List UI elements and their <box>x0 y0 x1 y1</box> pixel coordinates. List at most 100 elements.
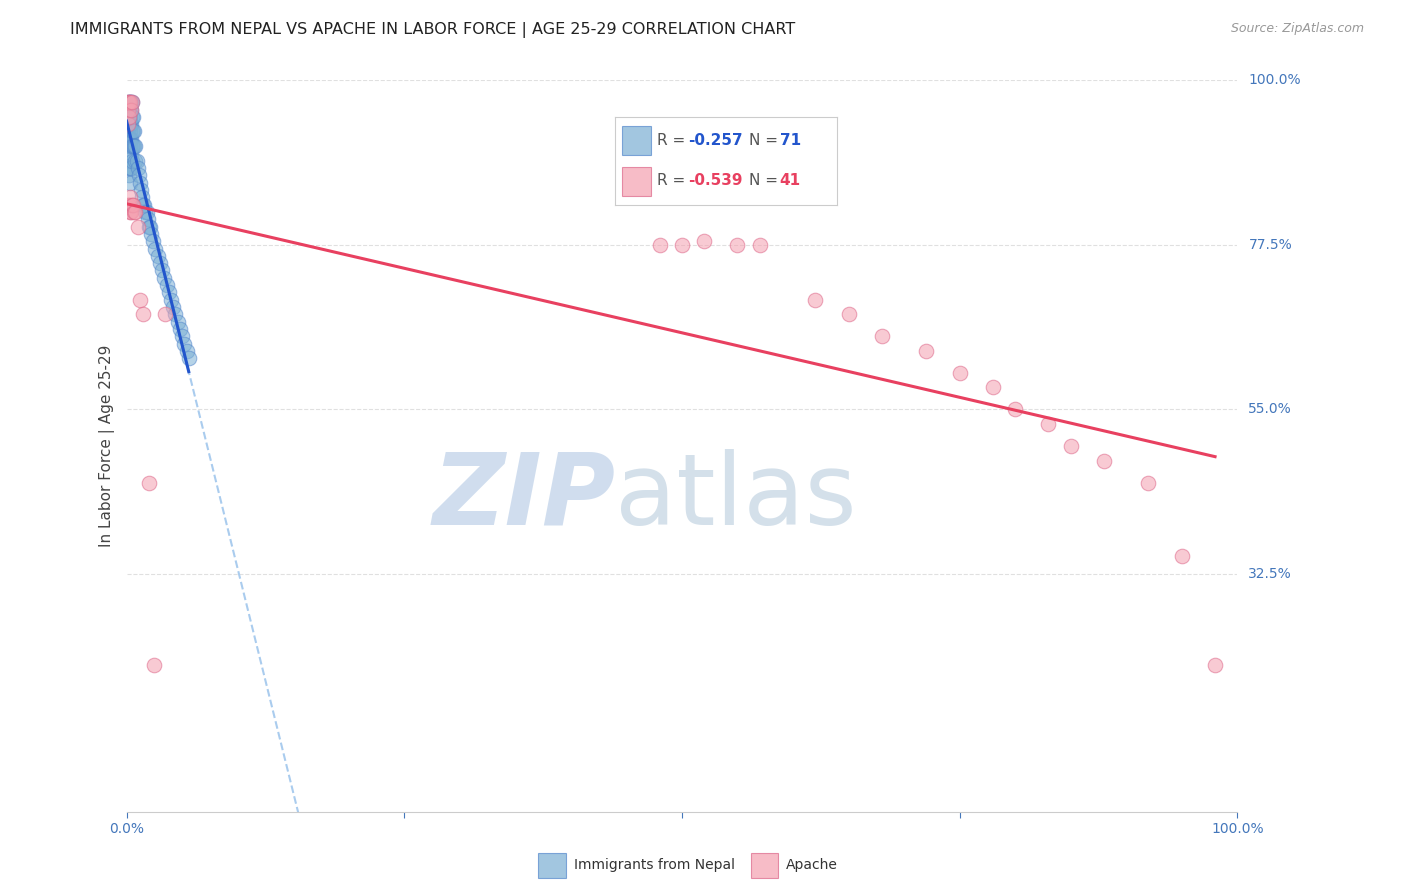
Text: ZIP: ZIP <box>432 449 616 546</box>
Point <box>132 307 155 321</box>
Point <box>122 110 145 124</box>
Point <box>127 219 149 234</box>
Point <box>128 169 150 183</box>
Text: R =: R = <box>658 133 690 148</box>
Point <box>150 263 173 277</box>
Point <box>124 205 146 219</box>
Point <box>117 139 139 153</box>
Text: 100.0%: 100.0% <box>1249 73 1301 87</box>
Point <box>117 103 139 117</box>
Point <box>120 117 142 131</box>
Point <box>727 237 749 252</box>
Text: IMMIGRANTS FROM NEPAL VS APACHE IN LABOR FORCE | AGE 25-29 CORRELATION CHART: IMMIGRANTS FROM NEPAL VS APACHE IN LABOR… <box>70 22 796 38</box>
Point <box>120 103 142 117</box>
Point <box>118 161 141 175</box>
Text: 41: 41 <box>780 173 801 188</box>
Point <box>146 249 169 263</box>
Point <box>117 103 139 117</box>
Text: N =: N = <box>748 173 782 188</box>
Text: N =: N = <box>748 133 782 148</box>
Point <box>838 307 860 321</box>
Point <box>153 270 176 285</box>
Bar <box>621 126 651 154</box>
Point <box>118 146 141 161</box>
Point <box>981 380 1004 394</box>
Point <box>118 95 141 110</box>
Point <box>121 153 143 168</box>
Point <box>1170 549 1192 563</box>
Point <box>118 176 141 190</box>
Point <box>128 293 150 307</box>
Point <box>118 117 141 131</box>
Point <box>121 124 143 138</box>
Point <box>122 124 145 138</box>
Point <box>155 307 177 321</box>
Point <box>648 237 671 252</box>
Point <box>162 300 184 314</box>
Point <box>121 197 143 211</box>
Point <box>117 197 139 211</box>
Point <box>693 234 716 248</box>
Point <box>138 219 160 234</box>
Point <box>135 205 157 219</box>
Point <box>127 161 149 175</box>
Point <box>120 146 142 161</box>
Point <box>124 124 146 138</box>
Text: -0.257: -0.257 <box>689 133 744 148</box>
Point <box>118 197 141 211</box>
Point <box>118 124 141 138</box>
Point <box>121 95 143 110</box>
Text: 77.5%: 77.5% <box>1249 238 1292 252</box>
Point <box>118 103 141 117</box>
Point <box>139 219 162 234</box>
Text: 55.0%: 55.0% <box>1249 402 1292 417</box>
Point <box>149 256 172 270</box>
Point <box>118 132 141 146</box>
Point <box>117 117 139 131</box>
Point <box>1038 417 1060 431</box>
Point <box>117 95 139 110</box>
Point <box>124 153 146 168</box>
Point <box>121 95 143 110</box>
Point <box>129 183 152 197</box>
Point <box>136 212 159 227</box>
Point <box>124 139 146 153</box>
Point <box>804 293 827 307</box>
Text: atlas: atlas <box>616 449 856 546</box>
Text: Immigrants from Nepal: Immigrants from Nepal <box>574 858 735 872</box>
Point <box>177 351 200 366</box>
Point <box>155 278 177 293</box>
Point <box>124 205 146 219</box>
Point <box>120 95 142 110</box>
Point <box>118 132 141 146</box>
Point <box>120 161 142 175</box>
Point <box>117 124 139 138</box>
Point <box>118 190 141 204</box>
Point <box>139 227 162 241</box>
Point <box>118 110 141 124</box>
Point <box>132 197 155 211</box>
Point <box>915 343 938 358</box>
Point <box>138 475 160 490</box>
Point <box>166 315 188 329</box>
Point <box>128 176 150 190</box>
Point <box>671 237 693 252</box>
Point <box>134 197 156 211</box>
Point <box>172 329 194 343</box>
Point <box>157 285 180 300</box>
Point <box>160 293 183 307</box>
Text: Source: ZipAtlas.com: Source: ZipAtlas.com <box>1230 22 1364 36</box>
Point <box>118 110 141 124</box>
Point <box>134 205 156 219</box>
Point <box>173 336 195 351</box>
Point <box>118 169 141 183</box>
Point <box>1060 439 1083 453</box>
Text: 71: 71 <box>780 133 801 148</box>
Bar <box>621 167 651 196</box>
Point <box>118 95 141 110</box>
Point <box>143 658 166 673</box>
Point <box>121 139 143 153</box>
Point <box>121 110 143 124</box>
Point <box>1204 658 1226 673</box>
Point <box>117 110 139 124</box>
